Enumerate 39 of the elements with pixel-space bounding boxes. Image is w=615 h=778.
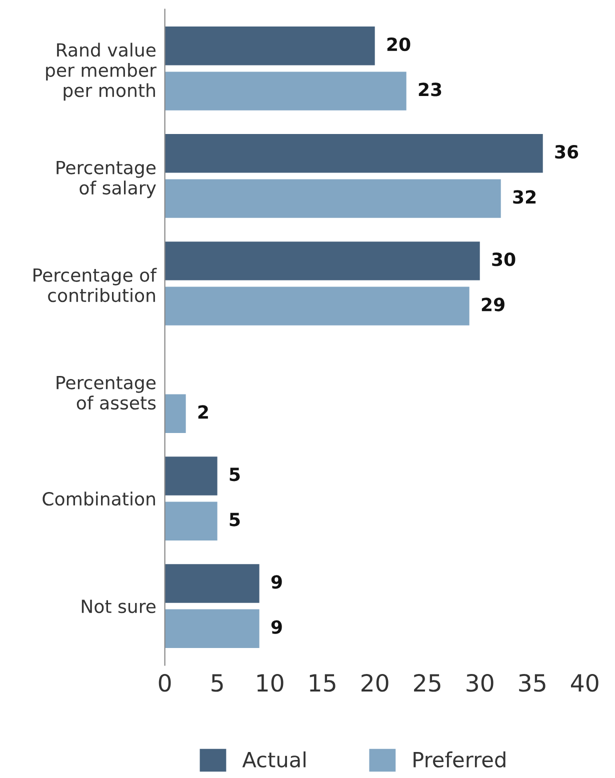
y-tick-label: Rand value per member per month xyxy=(46,42,156,101)
x-tick-label: 30 xyxy=(466,674,494,692)
y-tick-label: Percentage of assets xyxy=(56,376,156,410)
bar xyxy=(164,456,218,496)
bar xyxy=(164,394,186,433)
data-label: 2 xyxy=(198,405,208,419)
data-label: 30 xyxy=(492,252,516,266)
y-tick-label: Combination xyxy=(42,492,155,506)
data-label: 29 xyxy=(482,298,504,312)
bar xyxy=(164,26,375,66)
bar xyxy=(164,242,480,280)
bar xyxy=(164,179,501,218)
data-label: 9 xyxy=(271,575,282,589)
legend-label: Actual xyxy=(242,751,306,768)
bar xyxy=(164,609,260,648)
data-label: 23 xyxy=(418,82,442,96)
data-label: 9 xyxy=(271,620,282,634)
x-tick-label: 20 xyxy=(362,674,388,692)
legend-label: Preferred xyxy=(414,751,506,768)
x-tick-label: 5 xyxy=(212,674,223,692)
bar xyxy=(164,502,218,540)
bar xyxy=(164,564,260,603)
data-label: 5 xyxy=(230,512,240,526)
x-tick-label: 15 xyxy=(310,674,336,692)
x-tick-label: 0 xyxy=(158,674,171,692)
bar xyxy=(164,72,406,110)
bar xyxy=(164,134,543,173)
x-tick-label: 10 xyxy=(257,674,284,692)
data-label: 5 xyxy=(230,468,240,482)
bar xyxy=(164,286,470,326)
data-label: 32 xyxy=(513,190,536,204)
x-tick-label: 25 xyxy=(414,674,440,692)
x-tick-label: 35 xyxy=(519,674,546,692)
data-label: 20 xyxy=(387,37,410,52)
x-tick-label: 40 xyxy=(570,674,598,692)
data-label: 36 xyxy=(555,144,578,159)
y-tick-label: Percentage of contribution xyxy=(34,268,157,302)
y-tick-label: Not sure xyxy=(82,600,156,614)
y-tick-label: Percentage of salary xyxy=(56,160,156,198)
